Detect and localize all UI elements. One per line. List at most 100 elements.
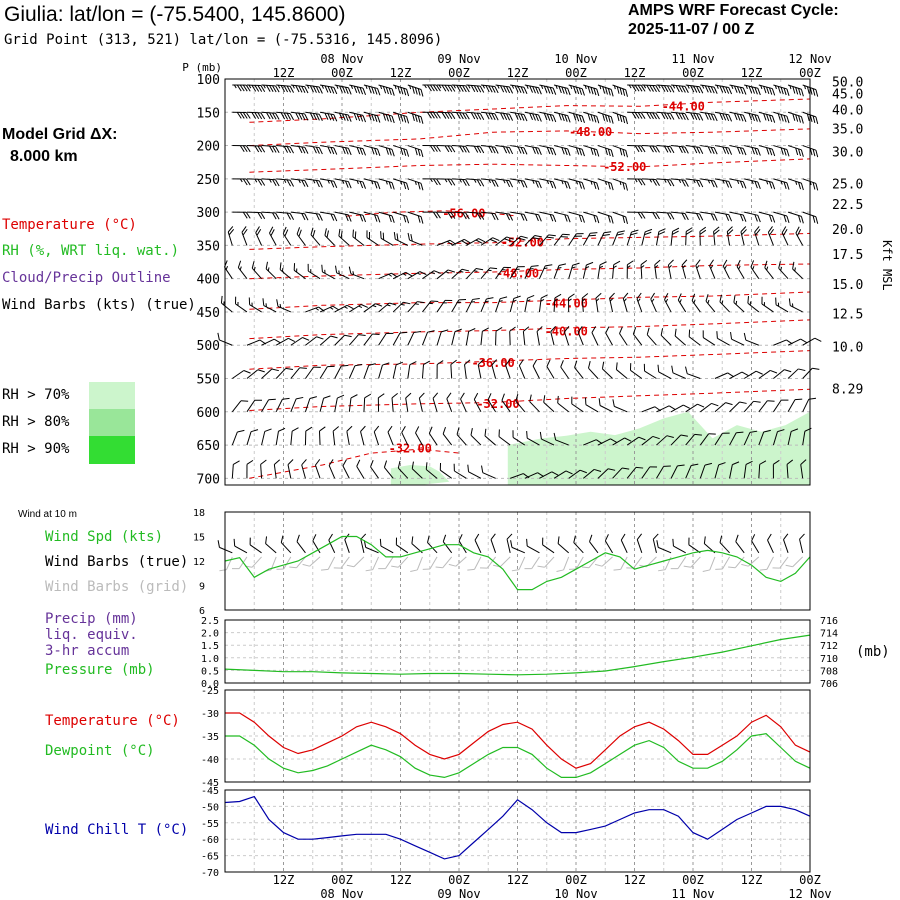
barb-flag — [315, 459, 321, 466]
wind-barb — [643, 363, 657, 379]
barb-flag — [318, 114, 323, 122]
wind-barb — [465, 298, 480, 313]
barb-staff — [309, 556, 321, 567]
wind-barb — [451, 111, 470, 120]
barb-staff — [451, 331, 456, 346]
barb-flag — [783, 533, 789, 540]
barb-staff — [709, 265, 716, 279]
wind-barb — [582, 261, 594, 279]
barb-flag — [414, 114, 418, 122]
pressure-tick-label: 600 — [197, 406, 220, 421]
barb-half — [672, 84, 676, 89]
wind-barb — [321, 264, 335, 280]
barb-flag — [722, 86, 727, 94]
barb-flag — [283, 146, 289, 153]
barb-staff — [630, 369, 643, 379]
wind-barb — [275, 397, 290, 413]
wind-barb — [524, 211, 542, 222]
barb-staff — [332, 431, 336, 446]
barb-staff — [641, 466, 651, 479]
barb-staff — [442, 556, 453, 569]
barb-flag — [368, 232, 370, 240]
barb-flag — [377, 148, 381, 156]
wind-barb — [588, 361, 599, 379]
barb-flag — [312, 534, 317, 542]
barb-staff — [646, 334, 657, 346]
barb-staff — [758, 211, 773, 217]
wind-frame — [224, 511, 811, 611]
wind-barb — [442, 426, 453, 446]
barb-flag — [366, 230, 368, 238]
barb-flag — [403, 301, 411, 305]
barb-staff — [276, 145, 291, 148]
precip-tick: 1.0 — [201, 654, 219, 665]
wind-speed-tick: 9 — [199, 582, 205, 593]
barb-half — [279, 303, 282, 308]
barb-flag — [289, 146, 295, 154]
grid-wind-barb — [493, 556, 511, 568]
wind-barb — [758, 211, 776, 223]
barb-staff — [636, 298, 643, 313]
barb-flag — [520, 113, 525, 121]
barb-staff — [714, 402, 726, 413]
barb-flag — [736, 146, 741, 155]
barb-flag — [709, 259, 714, 267]
barb-flag — [666, 85, 672, 93]
wind-barb — [714, 111, 733, 122]
barb-staff — [342, 465, 350, 479]
wind-barb — [670, 227, 680, 246]
barb-staff — [677, 299, 687, 313]
barb-staff — [482, 472, 496, 479]
barb-staff — [455, 556, 467, 567]
barb-flag — [603, 231, 612, 234]
barb-flag — [677, 293, 682, 301]
barb-staff — [802, 431, 806, 446]
barb-half — [430, 178, 433, 183]
barb-staff — [466, 145, 481, 148]
wind-barb — [553, 211, 571, 223]
bottom-hour-label: 12Z — [507, 873, 529, 887]
barb-staff — [411, 468, 423, 479]
wind-barb — [422, 178, 441, 186]
barb-staff — [261, 145, 276, 147]
barb-flag — [766, 114, 770, 122]
barb-flag — [652, 85, 657, 92]
wind-barb — [393, 84, 410, 97]
windchill-frame — [224, 789, 811, 873]
barb-flag — [771, 182, 776, 190]
barb-flag — [798, 148, 802, 156]
wind-barb — [714, 462, 726, 479]
barb-flag — [462, 212, 467, 220]
barb-flag — [345, 180, 349, 188]
barb-half — [707, 299, 710, 304]
barb-flag — [699, 213, 704, 221]
barb-flag — [573, 86, 577, 94]
barb-staff — [577, 332, 584, 346]
true-wind-barb — [542, 537, 555, 554]
barb-staff — [246, 145, 261, 147]
barb-flag — [728, 114, 733, 122]
barb-half — [327, 179, 330, 184]
barb-half — [429, 302, 433, 305]
wind-barb — [539, 234, 556, 246]
wind-barb — [632, 327, 643, 346]
barb-flag — [275, 146, 280, 153]
wind-barb — [498, 429, 511, 446]
barb-half — [414, 181, 417, 186]
wind-barb — [261, 111, 280, 120]
barb-half — [710, 265, 714, 269]
barb-flag — [622, 182, 626, 190]
barb-staff — [275, 431, 279, 446]
barb-staff — [583, 111, 597, 117]
barb-flag — [640, 178, 646, 186]
barb-flag — [441, 112, 447, 119]
barb-flag — [480, 567, 488, 569]
wind-barb — [787, 211, 804, 224]
grid-point-label: Grid Point (313, 521) lat/lon = (-75.531… — [4, 32, 443, 48]
barb-flag — [250, 429, 259, 433]
barb-flag — [777, 113, 781, 121]
wind-barb — [234, 296, 248, 313]
barb-staff — [380, 545, 394, 554]
barb-flag — [298, 146, 303, 154]
height-tick-label: 50.0 — [832, 76, 863, 91]
